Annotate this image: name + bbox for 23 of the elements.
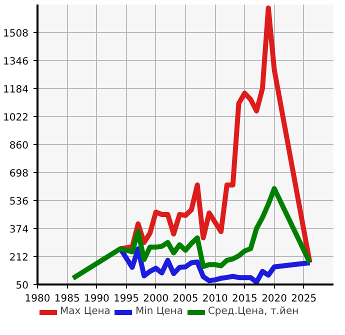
y-tick-label: 1508 (3, 28, 29, 40)
x-tick-label: 1995 (114, 294, 140, 304)
y-tick-label: 50 (16, 280, 29, 292)
y-tick-label: 860 (9, 140, 29, 152)
x-tick-label: 2025 (291, 294, 317, 304)
x-tick-label: 1990 (84, 294, 110, 304)
y-tick-label: 212 (9, 252, 29, 264)
y-tick-label: 536 (9, 196, 29, 208)
x-tick-label: 2005 (172, 294, 198, 304)
y-tick-label: 698 (9, 168, 29, 180)
x-tick-label: 2000 (143, 294, 169, 304)
x-tick-label: 1980 (24, 294, 50, 304)
y-tick-label: 374 (9, 224, 29, 236)
x-tick-label: 2015 (232, 294, 258, 304)
y-tick-label: 1022 (3, 112, 29, 124)
x-tick-label: 1985 (54, 294, 80, 304)
x-tick-label: 2010 (202, 294, 228, 304)
x-tick-label: 2020 (262, 294, 288, 304)
legend-label: Сред.Цена, т.йен (208, 306, 299, 317)
legend-label: Min Цена (135, 306, 183, 317)
y-tick-label: 1184 (3, 84, 29, 96)
legend-label: Max Цена (60, 306, 110, 317)
y-tick-label: 1346 (3, 56, 29, 68)
